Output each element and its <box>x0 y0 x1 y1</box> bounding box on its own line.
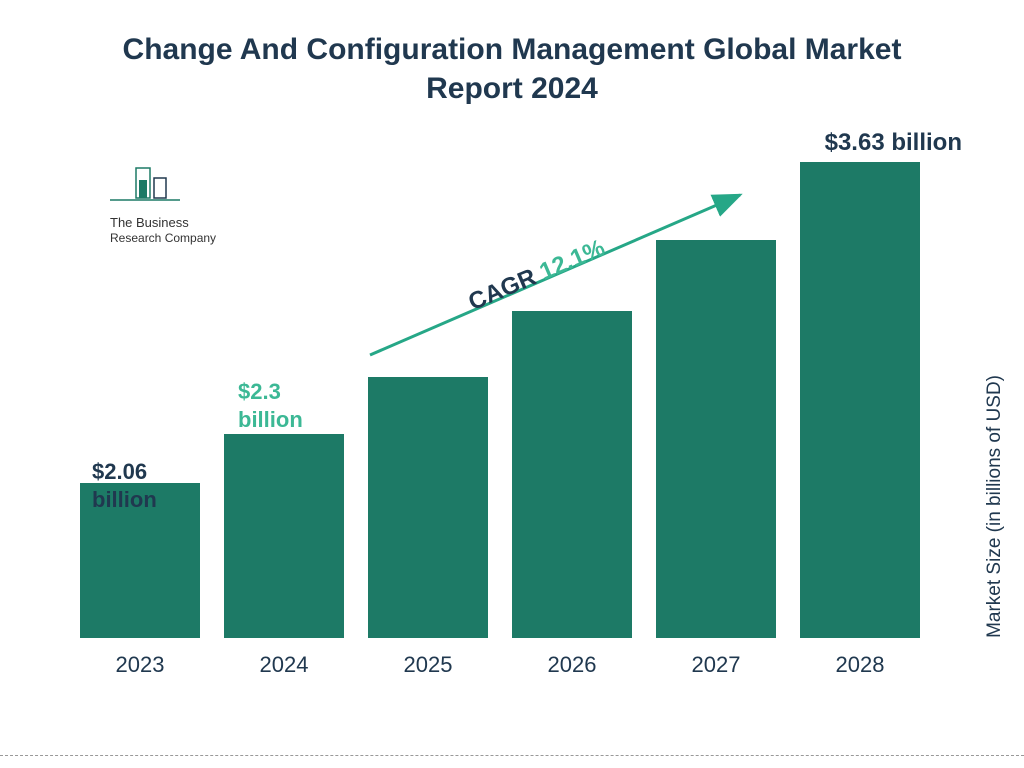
x-axis-label: 2027 <box>656 652 776 678</box>
callout-2028: $3.63 billion <box>825 128 962 158</box>
bar <box>800 162 920 638</box>
bar-wrap: 2025 <box>368 377 488 638</box>
x-axis-label: 2023 <box>80 652 200 678</box>
y-axis-label: Market Size (in billions of USD) <box>984 375 1006 638</box>
bar <box>368 377 488 638</box>
callout-2024: $2.3 billion <box>238 378 303 433</box>
chart-container: Change And Configuration Management Glob… <box>0 0 1024 768</box>
callout-2023-l1: $2.06 <box>92 459 147 484</box>
bottom-divider <box>0 755 1024 756</box>
x-axis-label: 2026 <box>512 652 632 678</box>
x-axis-label: 2024 <box>224 652 344 678</box>
callout-2024-l1: $2.3 <box>238 379 281 404</box>
callout-2024-l2: billion <box>238 407 303 432</box>
callout-2023: $2.06 billion <box>92 458 157 513</box>
bar-wrap: 2028 <box>800 162 920 638</box>
chart-title: Change And Configuration Management Glob… <box>0 30 1024 108</box>
x-axis-label: 2028 <box>800 652 920 678</box>
bar-wrap: 2024 <box>224 434 344 638</box>
bar <box>224 434 344 638</box>
callout-2023-l2: billion <box>92 487 157 512</box>
x-axis-label: 2025 <box>368 652 488 678</box>
